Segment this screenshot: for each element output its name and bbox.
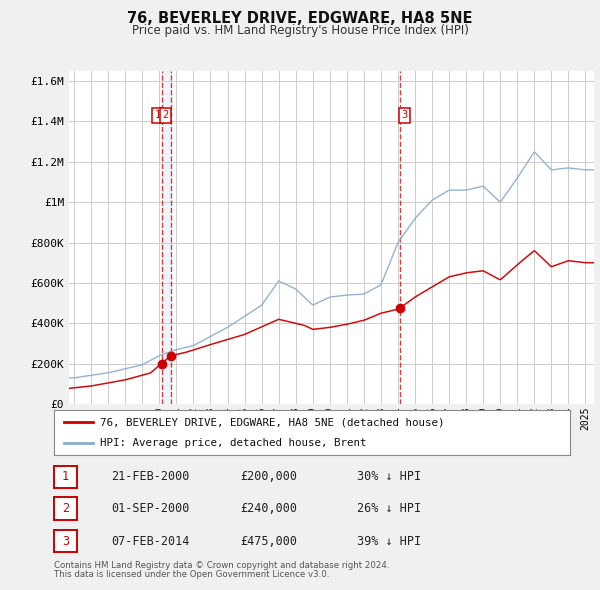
Text: 21-FEB-2000: 21-FEB-2000 — [111, 470, 190, 483]
Text: This data is licensed under the Open Government Licence v3.0.: This data is licensed under the Open Gov… — [54, 571, 329, 579]
Text: 3: 3 — [401, 110, 407, 120]
Text: £475,000: £475,000 — [240, 535, 297, 548]
Text: 2: 2 — [163, 110, 169, 120]
Text: HPI: Average price, detached house, Brent: HPI: Average price, detached house, Bren… — [100, 438, 367, 448]
Text: 1: 1 — [154, 110, 161, 120]
Text: 3: 3 — [62, 535, 69, 548]
Text: £240,000: £240,000 — [240, 502, 297, 515]
Text: Contains HM Land Registry data © Crown copyright and database right 2024.: Contains HM Land Registry data © Crown c… — [54, 561, 389, 570]
Text: 30% ↓ HPI: 30% ↓ HPI — [357, 470, 421, 483]
Text: 76, BEVERLEY DRIVE, EDGWARE, HA8 5NE: 76, BEVERLEY DRIVE, EDGWARE, HA8 5NE — [127, 11, 473, 25]
Text: £200,000: £200,000 — [240, 470, 297, 483]
Text: 39% ↓ HPI: 39% ↓ HPI — [357, 535, 421, 548]
Bar — [161, 71, 171, 404]
Text: 2: 2 — [62, 502, 69, 515]
Text: 07-FEB-2014: 07-FEB-2014 — [111, 535, 190, 548]
Text: 26% ↓ HPI: 26% ↓ HPI — [357, 502, 421, 515]
Text: 1: 1 — [62, 470, 69, 483]
Text: 01-SEP-2000: 01-SEP-2000 — [111, 502, 190, 515]
Text: Price paid vs. HM Land Registry's House Price Index (HPI): Price paid vs. HM Land Registry's House … — [131, 24, 469, 37]
Text: 76, BEVERLEY DRIVE, EDGWARE, HA8 5NE (detached house): 76, BEVERLEY DRIVE, EDGWARE, HA8 5NE (de… — [100, 417, 445, 427]
